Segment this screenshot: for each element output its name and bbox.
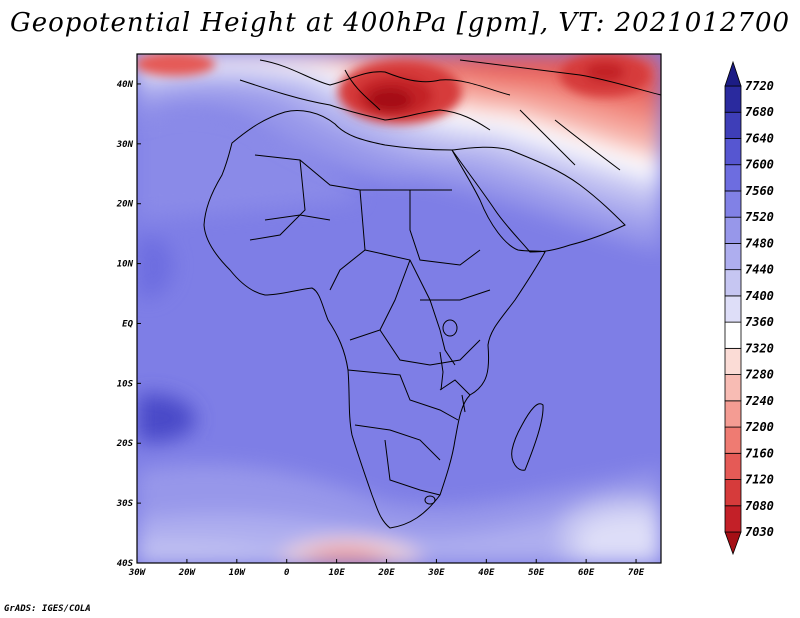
colorbar-level-label: 7030 [745, 525, 774, 539]
colorbar-swatch [724, 216, 742, 244]
lon-tick-label: 10W [229, 568, 247, 578]
colorbar-level-label: 7240 [745, 394, 774, 408]
lon-tick-label: 30E [427, 568, 445, 578]
colorbar-swatch [724, 111, 742, 139]
lat-tick-label: 20N [116, 200, 134, 210]
colorbar-level-label: 7520 [745, 210, 774, 224]
lat-tick-label: 30N [116, 140, 134, 150]
lon-tick-label: 70E [628, 568, 645, 578]
colorbar-level-label: 7160 [745, 446, 774, 460]
lon-tick-label: 0 [284, 568, 290, 578]
lat-tick-label: 30S [116, 499, 134, 509]
colorbar-swatch [724, 400, 742, 428]
height-field [137, 54, 661, 563]
lon-tick-label: 30W [128, 568, 147, 578]
colorbar-swatch [724, 479, 742, 507]
map-title: Geopotential Height at 400hPa [gpm], VT:… [9, 8, 791, 38]
lon-tick-label: 50E [528, 568, 545, 578]
colorbar-swatch [724, 321, 742, 349]
colorbar-swatch [724, 164, 742, 192]
colorbar-level-label: 7560 [745, 184, 774, 198]
colorbar-level-label: 7720 [745, 79, 774, 93]
colorbar-swatch [724, 295, 742, 323]
lat-tick-label: 20S [116, 439, 134, 449]
lon-tick-label: 60E [578, 568, 595, 578]
colorbar-level-label: 7400 [745, 289, 774, 303]
colorbar-swatch [724, 374, 742, 402]
colorbar-level-label: 7680 [745, 105, 774, 119]
colorbar-swatch [724, 243, 742, 271]
colorbar-min-triangle [724, 531, 742, 556]
colorbar-level-label: 7280 [745, 368, 774, 382]
colorbar-swatch [724, 85, 742, 113]
colorbar-level-label: 7120 [745, 473, 774, 487]
colorbar-swatch [724, 269, 742, 297]
lon-tick-label: 20E [377, 568, 395, 578]
plot-frame [136, 53, 662, 564]
colorbar: 7030 7080 7120 7160 7200 7240 7280 7320 7360 7400… [724, 60, 774, 556]
credit-label: GrADS: IGES/COLA [4, 604, 91, 614]
axis-ticks: 30W 20W 10W 0 10E 20E 30E 40E 50E 60E 70E 40N 30N 20N… [116, 80, 645, 578]
colorbar-level-label: 7200 [745, 420, 774, 434]
colorbar-level-label: 7600 [745, 158, 774, 172]
colorbar-level-label: 7640 [745, 131, 774, 145]
colorbar-level-label: 7080 [745, 499, 774, 513]
colorbar-level-label: 7360 [745, 315, 774, 329]
colorbar-swatch [724, 347, 742, 375]
lat-tick-label: 40N [117, 80, 134, 90]
lon-tick-label: 40E [478, 568, 495, 578]
colorbar-level-label: 7480 [745, 236, 774, 250]
lon-tick-label: 10E [328, 568, 345, 578]
colorbar-swatch [724, 426, 742, 454]
colorbar-swatch [724, 452, 742, 480]
colorbar-swatch [724, 138, 742, 166]
colorbar-level-label: 7320 [745, 341, 774, 355]
coastlines [203, 59, 661, 529]
lat-tick-label: 10S [117, 379, 134, 389]
colorbar-swatch [724, 505, 742, 533]
lat-tick-label: 10N [117, 260, 134, 270]
lat-tick-label: 40S [117, 559, 134, 569]
colorbar-level-label: 7440 [745, 263, 774, 277]
colorbar-max-triangle [724, 60, 742, 87]
lon-tick-label: 20W [178, 568, 197, 578]
colorbar-swatch [724, 190, 742, 218]
lat-tick-label: EQ [122, 319, 133, 329]
